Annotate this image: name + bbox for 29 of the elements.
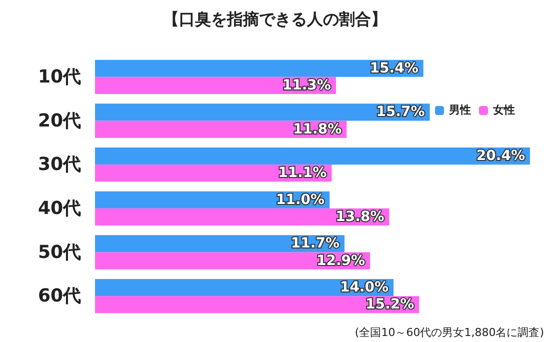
data-label: 11.0% bbox=[276, 192, 325, 208]
y-tick-label: 60代 bbox=[38, 286, 81, 307]
bar bbox=[95, 278, 394, 296]
y-tick-label: 40代 bbox=[38, 198, 81, 219]
bar bbox=[95, 147, 530, 165]
data-label: 20.4% bbox=[476, 148, 525, 164]
bar bbox=[95, 104, 430, 121]
data-label: 15.2% bbox=[366, 296, 414, 313]
y-tick-label: 50代 bbox=[38, 242, 81, 263]
bar bbox=[95, 208, 390, 226]
chart-title: 【口臭を指摘できる人の割合】 bbox=[163, 10, 387, 28]
data-label: 11.1% bbox=[278, 165, 327, 182]
data-label: 11.7% bbox=[290, 236, 340, 252]
legend-label: 女性 bbox=[492, 104, 515, 116]
data-label: 14.0% bbox=[340, 280, 389, 296]
data-label: 15.4% bbox=[370, 60, 418, 76]
data-label: 11.3% bbox=[282, 77, 331, 94]
y-tick-label: 30代 bbox=[38, 154, 81, 176]
y-tick-label: 10代 bbox=[38, 66, 81, 88]
text: (全国10～60代の男女1,880名に調査) bbox=[354, 326, 544, 339]
bar bbox=[95, 296, 420, 314]
data-label: 13.8% bbox=[336, 208, 384, 225]
bar bbox=[95, 235, 344, 252]
bar bbox=[95, 60, 424, 77]
legend-label: 男性 bbox=[448, 104, 471, 116]
data-label: 12.9% bbox=[316, 252, 366, 269]
data-label: 11.8% bbox=[293, 121, 342, 138]
y-tick-label: 20代 bbox=[38, 110, 81, 132]
data-label: 15.7% bbox=[376, 104, 425, 120]
